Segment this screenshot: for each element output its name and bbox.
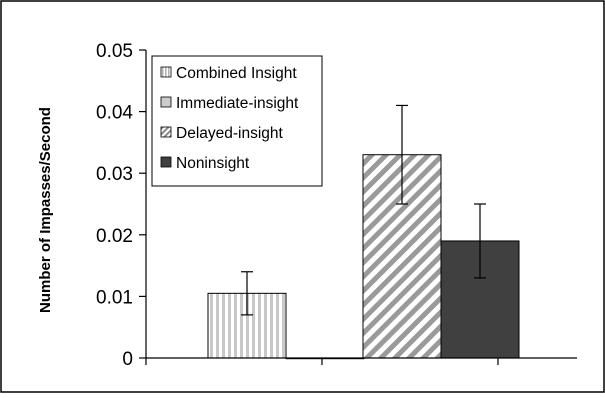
- y-tick-label: 0.04: [96, 103, 133, 124]
- legend-label-immediate-insight: Immediate-insight: [176, 95, 299, 112]
- legend: Combined Insight Immediate-insight Delayed…: [151, 55, 323, 187]
- y-tick-label: 0.01: [96, 287, 133, 308]
- legend-swatch-combined-insight: [160, 66, 172, 78]
- legend-label-combined-insight: Combined Insight: [176, 65, 297, 82]
- legend-swatch-immediate-insight: [160, 96, 172, 108]
- legend-label-noninsight: Noninsight: [176, 155, 250, 172]
- legend-box: [151, 55, 323, 187]
- y-tick-label: 0: [122, 349, 133, 370]
- y-tick-label: 0.02: [96, 226, 133, 247]
- legend-swatch-noninsight: [160, 156, 172, 168]
- error-bars: [241, 104, 486, 316]
- legend-swatch-delayed-insight: [160, 126, 172, 138]
- x-axis: [145, 357, 577, 365]
- y-tick-label: 0.03: [96, 164, 133, 185]
- y-tick-label: 0.05: [96, 41, 133, 62]
- y-axis: 0 0.01 0.02 0.03 0.04 0.05: [96, 41, 147, 370]
- legend-label-delayed-insight: Delayed-insight: [176, 125, 284, 142]
- y-axis-label: Number of Impasses/Second: [37, 107, 54, 313]
